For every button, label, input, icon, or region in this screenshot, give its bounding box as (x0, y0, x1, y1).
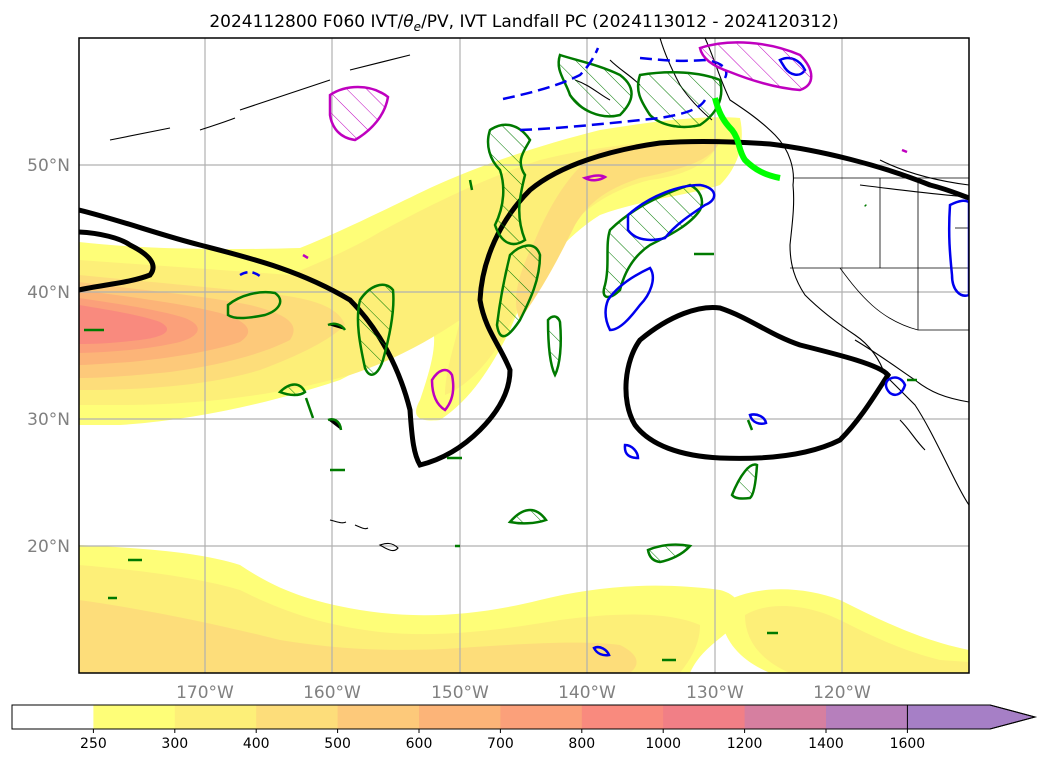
colorbar-swatch (93, 705, 176, 729)
colorbar-swatch (500, 705, 583, 729)
colorbar-tick-label: 600 (406, 736, 433, 752)
lat-label-20: 20°N (27, 537, 70, 557)
colorbar-swatch (174, 705, 257, 729)
colorbar-swatch (419, 705, 501, 729)
lat-label-30: 30°N (27, 410, 70, 430)
colorbar-tick-label: 400 (243, 736, 270, 752)
magenta-contours (302, 41, 908, 412)
colorbar-swatch (337, 705, 420, 729)
colorbar-tick-label: 300 (161, 736, 188, 752)
lon-label-130w: 130°W (686, 683, 744, 703)
coastlines (109, 38, 969, 552)
blue-contours (239, 47, 969, 657)
colorbar-outline (11, 704, 1037, 730)
lon-label-170w: 170°W (176, 683, 234, 703)
map-area (79, 38, 969, 673)
colorbar-swatch (256, 705, 339, 729)
colorbar-swatch (12, 705, 94, 729)
colorbar-extend-arrow (906, 704, 1037, 730)
colorbar-tick-label: 1000 (645, 736, 681, 752)
lon-label-150w: 150°W (431, 683, 489, 703)
figure-title: 2024112800 F060 IVT/θe/PV, IVT Landfall … (209, 12, 838, 34)
lon-label-160w: 160°W (303, 683, 361, 703)
state-borders (790, 177, 969, 331)
map-frame (78, 37, 970, 674)
colorbar-swatch (581, 705, 664, 729)
landfall-line (712, 97, 781, 181)
colorbar-swatch (744, 705, 827, 729)
lon-label-120w: 120°W (813, 683, 871, 703)
colorbar-tick-label: 800 (568, 736, 595, 752)
colorbar-tick-label: 1400 (808, 736, 844, 752)
longitude-labels: 170°W 160°W 150°W 140°W 130°W 120°W (176, 683, 871, 703)
colorbar-ticks: 250 300 400 500 600 700 800 1000 1200 1400 1600 (80, 729, 925, 752)
colorbar-tick-label: 250 (80, 736, 107, 752)
colorbar-swatch (663, 705, 746, 729)
theta-e-contours (79, 138, 969, 468)
colorbar-swatches (12, 705, 908, 729)
ivt-shading (79, 117, 969, 673)
colorbar-tick-label: 1600 (890, 736, 926, 752)
lat-label-40: 40°N (27, 283, 70, 303)
colorbar: 250 300 400 500 600 700 800 1000 1200 1400 1600 (11, 704, 1037, 752)
colorbar-tick-label: 700 (487, 736, 514, 752)
latitude-labels: 50°N 40°N 30°N 20°N (27, 156, 70, 557)
colorbar-tick-label: 500 (324, 736, 351, 752)
lat-label-50: 50°N (27, 156, 70, 176)
colorbar-swatch (826, 705, 908, 729)
lon-label-140w: 140°W (558, 683, 616, 703)
colorbar-tick-label: 1200 (727, 736, 763, 752)
